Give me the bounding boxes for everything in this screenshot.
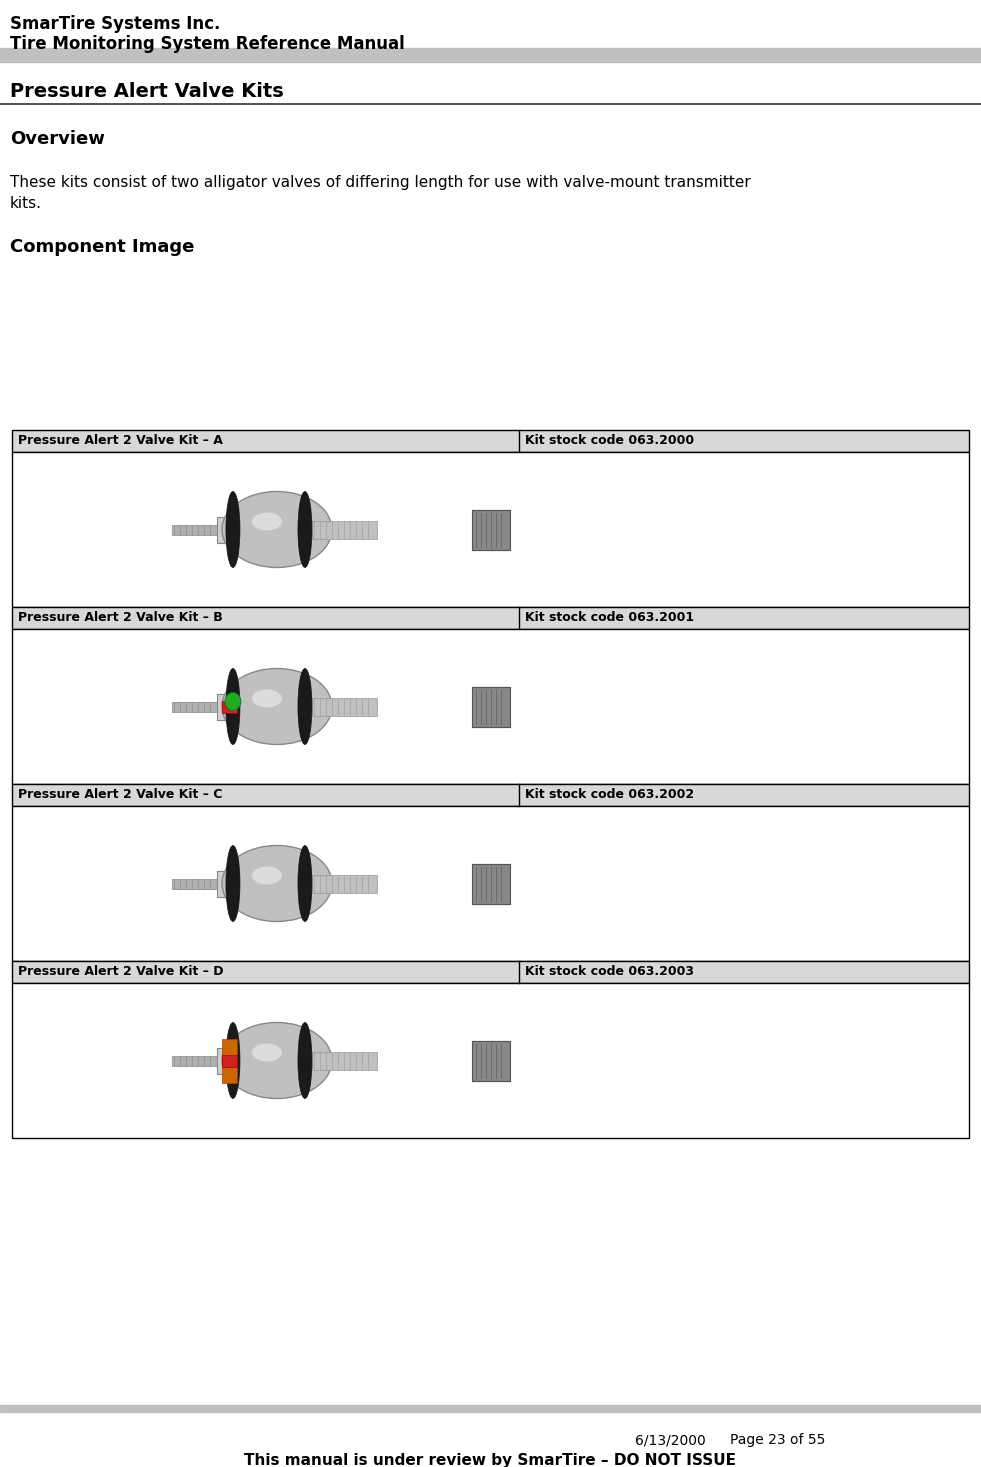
Text: kits.: kits. (10, 197, 42, 211)
Bar (472, 1040, 509, 1081)
Ellipse shape (298, 669, 312, 744)
Text: Kit stock code 063.2000: Kit stock code 063.2000 (525, 434, 695, 447)
Text: 6/13/2000: 6/13/2000 (635, 1433, 705, 1446)
Bar (172, 525, 217, 534)
Bar (12, 961, 969, 983)
Bar (12, 629, 969, 783)
Ellipse shape (252, 689, 282, 707)
Bar (0, 1405, 981, 1413)
Bar (222, 1055, 237, 1067)
Bar (217, 870, 239, 896)
Text: Pressure Alert 2 Valve Kit – B: Pressure Alert 2 Valve Kit – B (18, 610, 223, 623)
Ellipse shape (226, 845, 240, 921)
Bar (12, 607, 969, 629)
Ellipse shape (225, 692, 241, 710)
Text: SmarTire Systems Inc.: SmarTire Systems Inc. (10, 15, 221, 32)
Bar (12, 430, 969, 452)
Text: Tire Monitoring System Reference Manual: Tire Monitoring System Reference Manual (10, 35, 405, 53)
Text: Kit stock code 063.2002: Kit stock code 063.2002 (525, 788, 695, 801)
Ellipse shape (226, 669, 240, 744)
Ellipse shape (252, 1043, 282, 1062)
Bar (217, 516, 239, 543)
Text: This manual is under review by SmarTire – DO NOT ISSUE: This manual is under review by SmarTire … (244, 1452, 736, 1467)
Ellipse shape (252, 867, 282, 885)
Bar (472, 509, 509, 550)
Bar (172, 1055, 217, 1065)
Text: Kit stock code 063.2001: Kit stock code 063.2001 (525, 610, 695, 623)
Bar (312, 1052, 377, 1069)
Bar (12, 983, 969, 1138)
Bar (312, 697, 377, 716)
Ellipse shape (226, 1022, 240, 1099)
Bar (217, 1047, 239, 1074)
Text: Kit stock code 063.2003: Kit stock code 063.2003 (525, 965, 695, 978)
Ellipse shape (298, 845, 312, 921)
Text: Page 23 of 55: Page 23 of 55 (730, 1433, 825, 1446)
Ellipse shape (222, 669, 332, 744)
Bar (472, 864, 509, 904)
Text: Pressure Alert 2 Valve Kit – D: Pressure Alert 2 Valve Kit – D (18, 965, 224, 978)
Text: These kits consist of two alligator valves of differing length for use with valv: These kits consist of two alligator valv… (10, 175, 750, 191)
Bar (172, 879, 217, 889)
Ellipse shape (222, 1022, 332, 1099)
Bar (472, 687, 509, 726)
Ellipse shape (226, 491, 240, 568)
Ellipse shape (222, 845, 332, 921)
Ellipse shape (298, 1022, 312, 1099)
Ellipse shape (222, 491, 332, 568)
Ellipse shape (298, 491, 312, 568)
Bar (217, 694, 239, 719)
Text: Overview: Overview (10, 131, 105, 148)
Bar (12, 783, 969, 805)
Bar (12, 452, 969, 607)
Bar (312, 874, 377, 892)
Text: Pressure Alert 2 Valve Kit – A: Pressure Alert 2 Valve Kit – A (18, 434, 223, 447)
Ellipse shape (252, 512, 282, 531)
Text: Pressure Alert 2 Valve Kit – C: Pressure Alert 2 Valve Kit – C (18, 788, 223, 801)
Bar (172, 701, 217, 711)
Bar (222, 701, 237, 713)
Bar (0, 48, 981, 62)
Bar (12, 805, 969, 961)
Text: Component Image: Component Image (10, 238, 194, 257)
Text: Pressure Alert Valve Kits: Pressure Alert Valve Kits (10, 82, 284, 101)
Bar (222, 1039, 237, 1083)
Bar (312, 521, 377, 538)
